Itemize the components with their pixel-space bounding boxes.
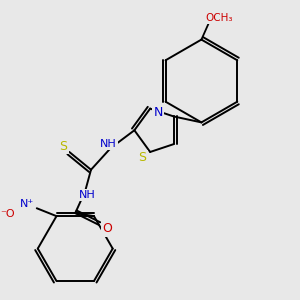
- Text: OCH₃: OCH₃: [206, 13, 233, 23]
- Text: O: O: [102, 222, 112, 236]
- Text: NH: NH: [79, 190, 95, 200]
- Text: ⁻O: ⁻O: [0, 209, 14, 219]
- Text: S: S: [59, 140, 68, 153]
- Text: N: N: [153, 106, 163, 119]
- Text: S: S: [138, 152, 146, 164]
- Text: NH: NH: [100, 139, 117, 149]
- Text: N⁺: N⁺: [20, 199, 34, 209]
